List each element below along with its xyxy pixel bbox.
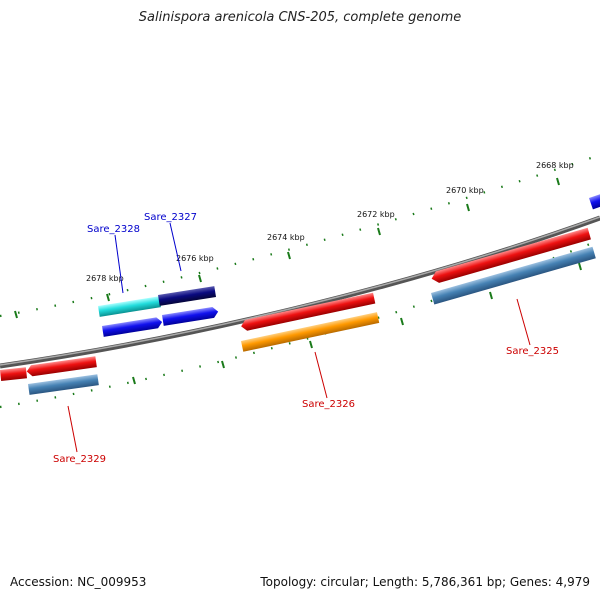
map-title: Salinispora arenicola CNS-205, complete … [138,10,462,25]
gene-label-sare-2329[interactable]: Sare_2329 [53,454,106,465]
gene-feature-red-left-edge[interactable] [0,367,28,381]
accession-text: Accession: NC_009953 [10,575,147,589]
gene-feature-sare-2329-red[interactable] [26,356,97,377]
gene-feature-blue-edge[interactable] [589,192,600,210]
genome-summary-text: Topology: circular; Length: 5,786,361 bp… [260,575,590,589]
gene-label-sare-2326[interactable]: Sare_2326 [302,399,355,410]
scale-label-2678: 2678 kbp [86,274,124,283]
gene-feature-sare-2325-red[interactable] [430,227,591,285]
gene-feature-blue-arrow-1[interactable] [102,317,163,337]
gene-label-sare-2328[interactable]: Sare_2328 [87,224,140,235]
gene-feature-sare-2326-orange[interactable] [241,312,380,352]
gene-feature-sare-2326-red[interactable] [240,292,376,332]
scale-label-2670: 2670 kbp [446,186,484,195]
gene-feature-sare-2327-navy[interactable] [158,286,217,306]
scale-label-2668: 2668 kbp [536,161,574,170]
scale-label-2672: 2672 kbp [357,210,395,219]
genome-backbone-highlight [0,216,600,366]
gene-label-sare-2327[interactable]: Sare_2327 [144,212,197,223]
genome-backbone [0,215,600,369]
gene-feature-sare-2328-cyan[interactable] [98,296,161,317]
gene-label-sare-2325[interactable]: Sare_2325 [506,346,559,357]
scale-label-2676: 2676 kbp [176,254,214,263]
gene-feature-sare-2325-steelblue[interactable] [431,246,596,305]
gene-feature-sare-2329-steelblue[interactable] [28,374,99,395]
gene-feature-blue-arrow-2[interactable] [162,306,219,326]
major-ticks [14,177,582,385]
scale-label-2674: 2674 kbp [267,233,305,242]
leader-lines [67,222,531,453]
